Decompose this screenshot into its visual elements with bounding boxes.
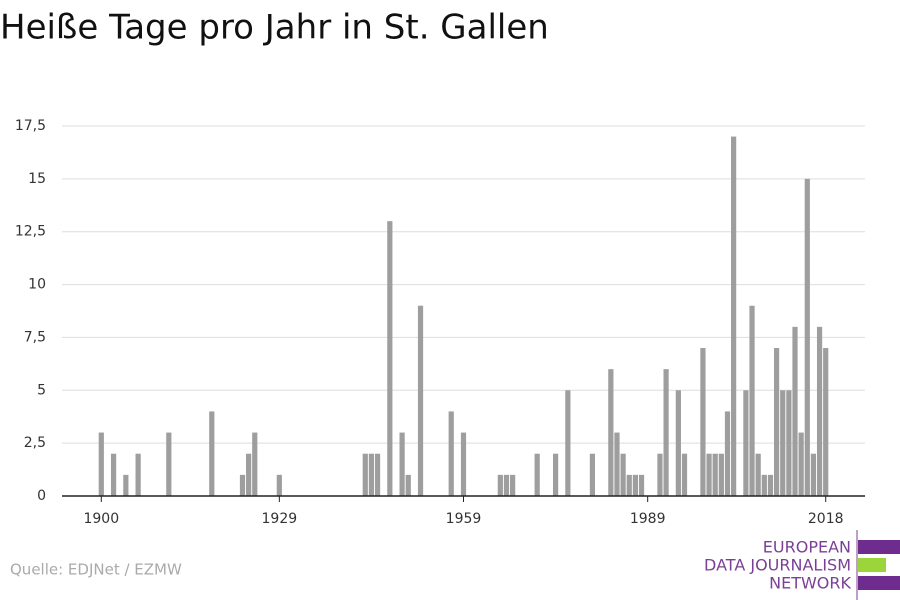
source: Quelle: EDJNet / EZMW — [10, 561, 182, 579]
bar — [706, 453, 712, 496]
bar — [503, 474, 510, 496]
bar — [387, 221, 393, 496]
y-tick-label: 5 — [37, 382, 46, 398]
bar — [681, 453, 688, 496]
bar — [675, 390, 681, 496]
bar — [252, 432, 258, 496]
bar — [135, 453, 141, 496]
y-tick-label: 15 — [28, 171, 46, 187]
bar — [608, 369, 614, 496]
bar — [632, 474, 638, 496]
logo-text: DATA JOURNALISM — [704, 556, 851, 575]
x-tick-label: 1929 — [262, 511, 298, 527]
bar — [816, 326, 823, 496]
y-tick-label: 0 — [37, 488, 46, 504]
bar — [638, 474, 645, 496]
bar — [755, 453, 761, 496]
logo-bar — [858, 576, 900, 590]
bar — [374, 453, 381, 496]
bar — [209, 411, 215, 496]
bar — [663, 369, 669, 496]
y-tick-label: 17,5 — [15, 118, 46, 134]
y-tick-label: 12,5 — [15, 224, 46, 240]
bar — [780, 390, 786, 496]
bar — [417, 305, 424, 496]
bar — [497, 474, 503, 496]
x-tick-label: 1959 — [446, 511, 482, 527]
bar — [712, 453, 718, 496]
bar — [552, 453, 559, 496]
bar — [98, 432, 104, 496]
bar — [773, 348, 780, 496]
bar — [448, 411, 454, 496]
bar — [405, 474, 411, 496]
y-tick-label: 7,5 — [24, 329, 46, 345]
y-tick-label: 10 — [28, 277, 46, 293]
bar — [589, 453, 596, 496]
bar — [123, 474, 129, 496]
logo-text: NETWORK — [769, 574, 851, 593]
chart-title: Heiße Tage pro Jahr in St. Gallen — [0, 8, 549, 48]
logo-bar — [858, 540, 900, 554]
bar — [166, 432, 172, 496]
bar — [724, 411, 731, 496]
bar — [804, 178, 810, 496]
x-tick-label: 2018 — [808, 511, 844, 527]
bar — [534, 453, 540, 496]
bar — [761, 474, 767, 496]
bar — [399, 432, 405, 496]
bar — [700, 348, 706, 496]
bar — [510, 474, 516, 496]
bar — [614, 432, 620, 496]
bar — [792, 326, 798, 496]
x-tick-label: 1989 — [630, 511, 666, 527]
bar — [731, 136, 737, 497]
bar — [362, 453, 368, 496]
bar — [626, 474, 632, 496]
bar — [767, 474, 774, 496]
bar — [110, 453, 117, 496]
bar — [798, 432, 804, 496]
logo-bar — [858, 558, 886, 572]
bar — [276, 474, 282, 496]
x-tick-label: 1900 — [83, 511, 119, 527]
bar — [810, 453, 817, 496]
bar — [460, 432, 467, 496]
bar — [565, 390, 571, 496]
bar — [368, 453, 375, 496]
bar — [239, 474, 246, 496]
bar — [246, 453, 252, 496]
bar — [657, 453, 663, 496]
bar — [718, 453, 724, 496]
bar — [823, 348, 829, 496]
bar — [786, 390, 792, 496]
logo-text: EUROPEAN — [763, 538, 851, 557]
y-tick-label: 2,5 — [24, 435, 46, 451]
bar — [743, 390, 749, 496]
bar — [620, 453, 626, 496]
bar — [749, 305, 755, 496]
